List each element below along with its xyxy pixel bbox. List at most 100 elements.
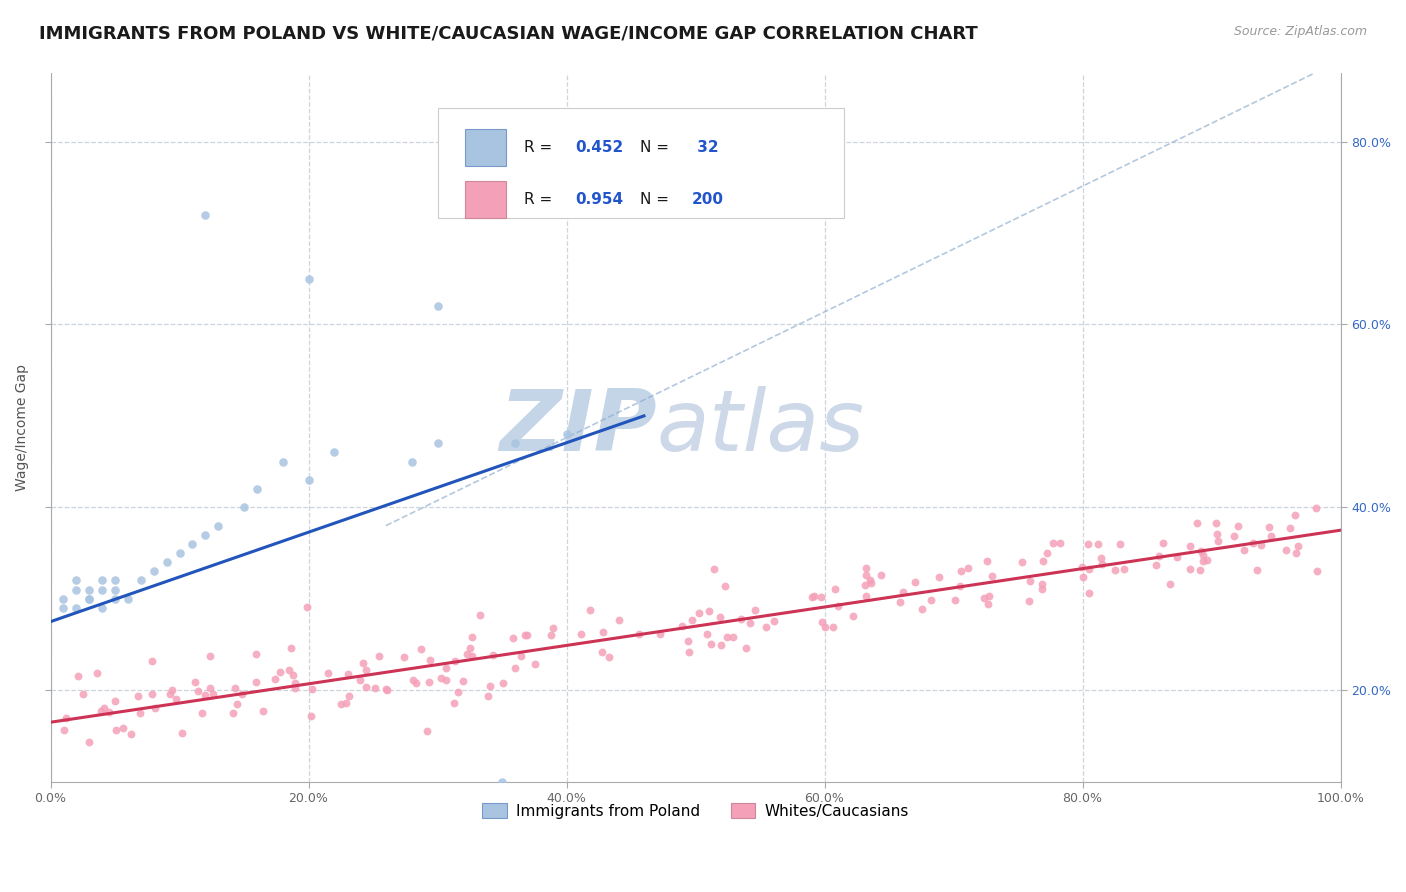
Point (853, 577, 876, 591)
Point (842, 608, 865, 623)
Point (184, 675, 207, 690)
Point (299, 709, 322, 723)
Point (444, 654, 467, 668)
Point (201, 687, 224, 701)
Point (1206, 526, 1229, 541)
Point (859, 573, 882, 587)
Point (943, 593, 966, 607)
Point (245, 647, 267, 661)
Point (800, 590, 823, 604)
Point (129, 574, 152, 588)
Point (1032, 554, 1054, 568)
Point (810, 615, 832, 629)
Point (911, 602, 934, 616)
FancyBboxPatch shape (437, 109, 844, 219)
Point (870, 568, 893, 582)
Point (628, 627, 651, 641)
Point (1226, 519, 1249, 533)
Point (1241, 536, 1264, 550)
Point (591, 645, 613, 659)
Point (349, 673, 371, 688)
Point (1031, 582, 1053, 596)
Point (111, 721, 134, 735)
Point (367, 649, 389, 664)
Point (246, 482, 269, 496)
Point (409, 642, 432, 657)
Point (607, 613, 630, 627)
Point (1285, 546, 1308, 560)
Point (676, 633, 699, 648)
Point (170, 726, 193, 740)
Point (738, 615, 761, 630)
Point (1284, 508, 1306, 523)
Point (297, 473, 319, 487)
Point (418, 675, 440, 690)
Point (920, 593, 942, 607)
Point (375, 681, 398, 696)
Point (1185, 516, 1208, 530)
Point (104, 694, 127, 708)
Point (1087, 537, 1109, 551)
Point (280, 641, 302, 656)
Point (72, 687, 94, 701)
Point (297, 271, 319, 285)
Point (226, 698, 249, 712)
Point (803, 589, 825, 603)
Point (1091, 558, 1114, 572)
Point (1159, 577, 1181, 591)
Point (91, 601, 114, 615)
Point (337, 667, 360, 681)
Point (891, 585, 914, 599)
Point (120, 727, 142, 741)
Point (1223, 529, 1246, 543)
Point (458, 640, 481, 655)
Point (1286, 540, 1309, 554)
Point (456, 647, 478, 661)
Point (950, 564, 973, 578)
Point (90, 704, 112, 718)
Point (1275, 543, 1298, 558)
Point (104, 574, 127, 588)
Point (1191, 548, 1213, 562)
Point (814, 619, 837, 633)
Point (827, 599, 849, 614)
Point (1104, 563, 1126, 577)
Point (1090, 550, 1112, 565)
Point (1192, 554, 1215, 568)
Point (904, 575, 927, 590)
Point (723, 630, 745, 644)
Point (1077, 537, 1099, 551)
Point (821, 620, 844, 634)
Point (540, 628, 562, 642)
Point (1070, 560, 1092, 574)
Point (284, 676, 307, 690)
Point (477, 690, 499, 704)
Point (159, 687, 181, 701)
Point (79, 735, 101, 749)
Point (284, 681, 307, 696)
Point (447, 685, 470, 699)
Text: Source: ZipAtlas.com: Source: ZipAtlas.com (1233, 25, 1367, 38)
Point (98, 705, 121, 719)
Point (502, 631, 524, 645)
Point (426, 436, 449, 450)
Point (316, 665, 339, 680)
Point (401, 455, 423, 469)
Point (194, 208, 217, 222)
Point (141, 686, 163, 700)
Text: ZIP: ZIP (499, 386, 657, 469)
FancyBboxPatch shape (464, 129, 506, 166)
Point (194, 528, 217, 542)
Point (1205, 516, 1227, 531)
Point (77, 582, 100, 597)
Point (335, 696, 357, 710)
Point (141, 654, 163, 668)
Point (104, 591, 127, 606)
Y-axis label: Wage/Income Gap: Wage/Income Gap (15, 364, 30, 491)
Point (434, 673, 457, 688)
Point (461, 648, 484, 663)
Point (65, 601, 87, 615)
Point (510, 649, 533, 664)
Point (354, 664, 377, 678)
Point (67, 669, 90, 683)
